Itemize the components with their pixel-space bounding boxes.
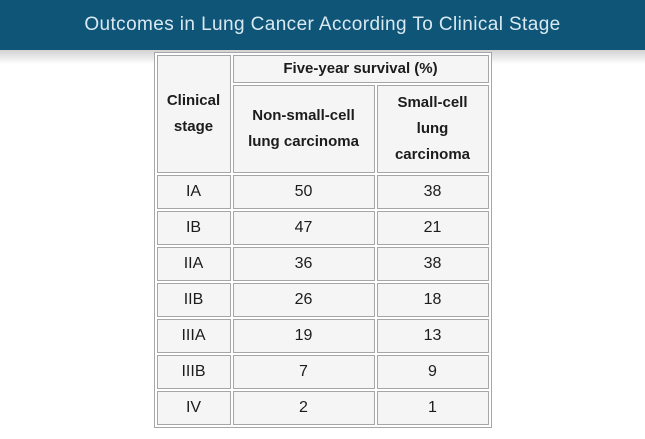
header-nsclc: Non-small-cell lung carcinoma bbox=[232, 85, 375, 173]
page-title: Outcomes in Lung Cancer According To Cli… bbox=[84, 14, 561, 35]
table-row: IV 2 1 bbox=[156, 391, 489, 425]
stage-cell: IIIB bbox=[156, 355, 231, 389]
table-row: IB 47 21 bbox=[156, 211, 489, 245]
sclc-value-cell: 9 bbox=[376, 355, 489, 389]
header-clinical-stage: Clinical stage bbox=[156, 55, 231, 173]
nsclc-value-cell: 47 bbox=[232, 211, 375, 245]
stage-cell: IV bbox=[156, 391, 231, 425]
sclc-value-cell: 1 bbox=[376, 391, 489, 425]
stage-cell: IIB bbox=[156, 283, 231, 317]
nsclc-value-cell: 19 bbox=[232, 319, 375, 353]
outcomes-table: Clinical stage Five-year survival (%) No… bbox=[153, 52, 492, 428]
nsclc-value-cell: 50 bbox=[232, 175, 375, 209]
stage-cell: IIIA bbox=[156, 319, 231, 353]
sclc-value-cell: 18 bbox=[376, 283, 489, 317]
nsclc-value-cell: 26 bbox=[232, 283, 375, 317]
sclc-value-cell: 38 bbox=[376, 175, 489, 209]
nsclc-value-cell: 36 bbox=[232, 247, 375, 281]
sclc-value-cell: 13 bbox=[376, 319, 489, 353]
nsclc-value-cell: 2 bbox=[232, 391, 375, 425]
nsclc-value-cell: 7 bbox=[232, 355, 375, 389]
table-row: IIB 26 18 bbox=[156, 283, 489, 317]
stage-cell: IA bbox=[156, 175, 231, 209]
title-banner: Outcomes in Lung Cancer According To Cli… bbox=[0, 0, 645, 50]
table-row: IIA 36 38 bbox=[156, 247, 489, 281]
sclc-value-cell: 38 bbox=[376, 247, 489, 281]
stage-cell: IIA bbox=[156, 247, 231, 281]
table-row: IA 50 38 bbox=[156, 175, 489, 209]
header-five-year-survival: Five-year survival (%) bbox=[232, 55, 489, 83]
stage-cell: IB bbox=[156, 211, 231, 245]
sclc-value-cell: 21 bbox=[376, 211, 489, 245]
table-row: IIIA 19 13 bbox=[156, 319, 489, 353]
table-row: IIIB 7 9 bbox=[156, 355, 489, 389]
header-sclc: Small-cell lung carcinoma bbox=[376, 85, 489, 173]
